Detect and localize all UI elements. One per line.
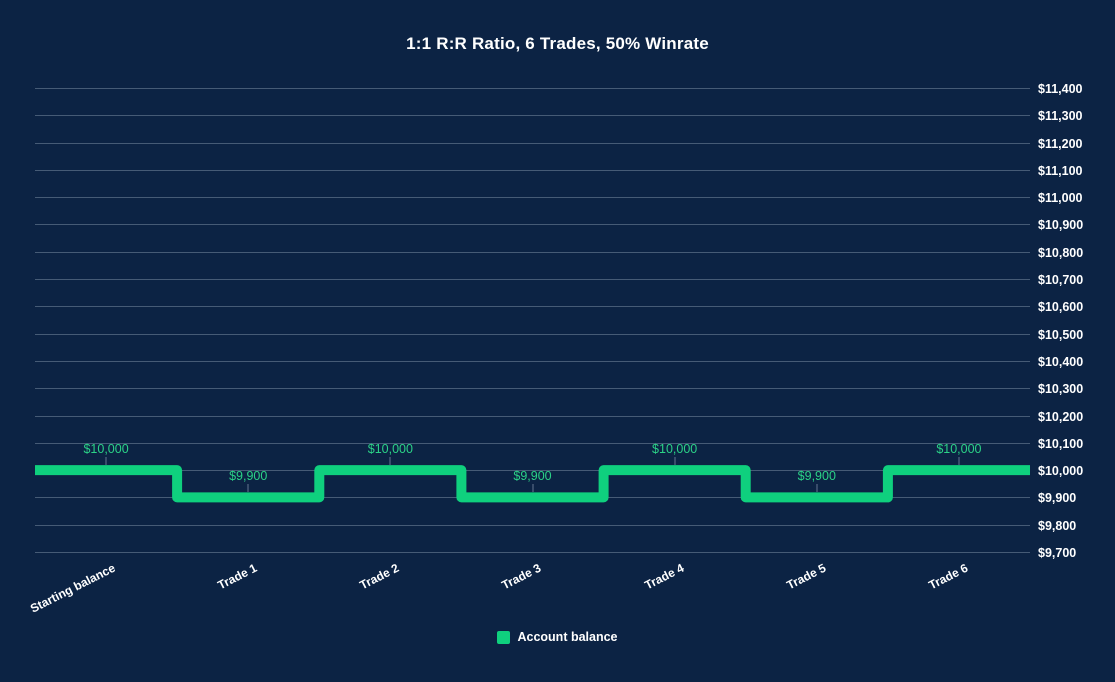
gridline — [35, 224, 1030, 226]
data-label-leader — [105, 457, 107, 466]
data-point-label: $9,900 — [797, 469, 836, 484]
legend: Account balance — [0, 630, 1115, 644]
gridline — [35, 470, 1030, 472]
y-axis-tick-label: $10,800 — [1038, 245, 1084, 260]
chart-title: 1:1 R:R Ratio, 6 Trades, 50% Winrate — [406, 34, 709, 53]
y-axis-tick-label: $11,200 — [1038, 136, 1083, 151]
gridline — [35, 415, 1030, 417]
data-label-leader — [532, 484, 533, 493]
gridline — [35, 88, 1030, 89]
legend-label: Account balance — [517, 630, 618, 644]
y-axis-tick-label: $10,300 — [1038, 382, 1084, 397]
y-axis-tick-label: $10,500 — [1038, 327, 1084, 342]
y-axis-tick-label: $10,100 — [1038, 436, 1084, 451]
gridline — [35, 333, 1030, 335]
y-axis-tick-label: $9,700 — [1038, 546, 1077, 560]
y-axis-tick-label: $10,000 — [1038, 464, 1084, 479]
gridline — [35, 442, 1030, 444]
data-point-label: $9,900 — [513, 469, 552, 484]
gridline — [35, 142, 1030, 144]
gridline — [35, 115, 1030, 117]
data-label-leader — [247, 484, 249, 493]
data-label-leader — [674, 457, 676, 466]
y-axis-tick-label: $11,300 — [1038, 109, 1083, 124]
y-axis-tick-label: $9,900 — [1038, 491, 1077, 506]
data-label-leader — [958, 457, 960, 466]
y-axis-tick-label: $11,100 — [1038, 163, 1083, 178]
data-label-leader — [816, 484, 818, 493]
gridline — [35, 552, 1030, 553]
gridline — [35, 251, 1030, 253]
data-point-label: $10,000 — [367, 442, 413, 457]
gridline — [35, 279, 1030, 281]
y-axis-tick-label: $11,400 — [1038, 82, 1083, 96]
y-axis-tick-label: $10,900 — [1038, 218, 1084, 233]
gridline — [35, 360, 1030, 362]
y-axis-tick-label: $10,600 — [1038, 300, 1084, 315]
y-axis-tick-label: $10,700 — [1038, 273, 1084, 288]
gridline — [35, 306, 1030, 308]
gridline — [35, 524, 1030, 526]
data-point-label: $10,000 — [83, 442, 129, 457]
gridline — [35, 388, 1030, 390]
gridline — [35, 169, 1030, 171]
y-axis-tick-label: $11,000 — [1038, 191, 1083, 206]
y-axis-tick-label: $9,800 — [1038, 518, 1077, 533]
legend-swatch-icon — [497, 630, 511, 644]
data-point-label: $10,000 — [652, 442, 698, 457]
y-axis-tick-label: $10,200 — [1038, 409, 1084, 424]
y-axis-tick-label: $10,400 — [1038, 354, 1084, 369]
data-label-leader — [389, 457, 391, 466]
data-point-label: $10,000 — [936, 442, 982, 457]
data-point-label: $9,900 — [229, 469, 268, 484]
gridline — [35, 197, 1030, 199]
